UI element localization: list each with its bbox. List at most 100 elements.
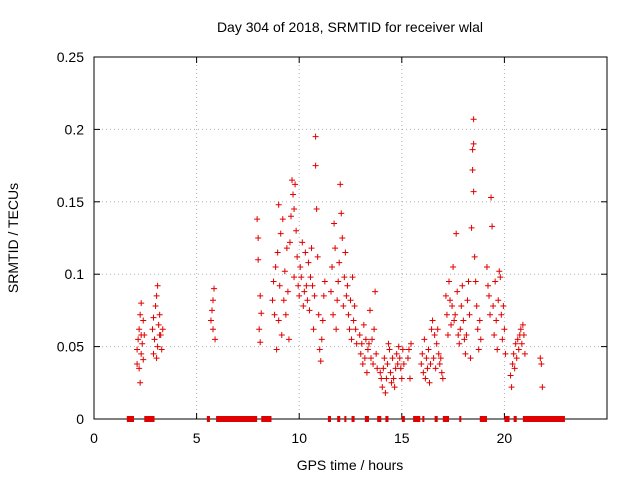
- data-point: [449, 303, 456, 310]
- data-point: [362, 336, 369, 343]
- data-point: [434, 326, 441, 333]
- zero-value-run: [206, 416, 210, 422]
- data-point: [431, 332, 438, 339]
- data-point: [491, 332, 498, 339]
- data-point: [293, 227, 300, 234]
- data-point: [159, 326, 166, 333]
- data-point: [439, 375, 446, 382]
- data-point: [210, 297, 217, 304]
- zero-value-run: [364, 416, 369, 422]
- data-point: [270, 278, 277, 285]
- data-point: [311, 292, 318, 299]
- data-point: [395, 343, 402, 350]
- data-point: [475, 346, 482, 353]
- data-point: [331, 220, 338, 227]
- data-point: [507, 372, 514, 379]
- data-point: [281, 268, 288, 275]
- data-point: [369, 336, 376, 343]
- data-point: [473, 303, 480, 310]
- data-point: [487, 311, 494, 318]
- data-point: [134, 360, 141, 367]
- data-point: [390, 375, 397, 382]
- data-point: [488, 194, 495, 201]
- data-point: [438, 369, 445, 376]
- data-point: [509, 360, 516, 367]
- data-point: [273, 346, 280, 353]
- data-point: [152, 303, 159, 310]
- data-point: [274, 249, 281, 256]
- data-point: [289, 177, 296, 184]
- data-point: [382, 389, 389, 396]
- data-point: [356, 332, 363, 339]
- data-point: [510, 350, 517, 357]
- data-point: [422, 375, 429, 382]
- data-point: [427, 360, 434, 367]
- data-point: [329, 263, 336, 270]
- data-point: [493, 317, 500, 324]
- data-point: [521, 350, 528, 357]
- zero-value-run: [504, 416, 510, 422]
- data-point: [404, 355, 411, 362]
- data-point: [374, 365, 381, 372]
- data-point: [459, 282, 466, 289]
- data-point: [399, 346, 406, 353]
- data-point: [257, 339, 264, 346]
- data-point: [255, 235, 262, 241]
- data-point: [373, 350, 380, 357]
- data-point: [350, 317, 357, 324]
- data-point: [393, 350, 400, 357]
- data-point: [207, 317, 214, 324]
- data-point: [397, 365, 404, 372]
- data-point: [304, 297, 311, 304]
- data-point: [442, 292, 449, 299]
- zero-value-run: [401, 416, 405, 422]
- data-point: [361, 355, 368, 362]
- data-point: [357, 350, 364, 357]
- data-point: [476, 317, 483, 324]
- data-point: [519, 321, 526, 328]
- data-point: [464, 297, 471, 304]
- data-point: [208, 307, 215, 314]
- data-point: [470, 140, 477, 147]
- data-point: [258, 310, 265, 317]
- data-point: [363, 369, 370, 376]
- data-point: [306, 307, 313, 314]
- data-point: [137, 379, 144, 386]
- data-point: [462, 350, 469, 357]
- data-point: [497, 274, 504, 281]
- data-points: [126, 116, 565, 422]
- data-point: [280, 297, 287, 304]
- y-tick-label: 0: [76, 411, 84, 427]
- data-point: [156, 311, 163, 318]
- data-point: [470, 116, 477, 123]
- data-point: [468, 224, 475, 231]
- data-point: [332, 245, 339, 252]
- data-point: [424, 365, 431, 372]
- data-point: [377, 369, 384, 376]
- data-point: [291, 274, 298, 281]
- data-point: [212, 336, 219, 343]
- data-point: [360, 321, 367, 328]
- data-point: [347, 297, 354, 304]
- data-point: [451, 317, 458, 324]
- data-point: [407, 375, 414, 382]
- data-point: [358, 340, 365, 347]
- data-point: [308, 245, 315, 252]
- axis-ticks: [93, 56, 607, 420]
- data-point: [539, 384, 546, 391]
- data-point: [514, 336, 521, 343]
- data-point: [477, 336, 484, 343]
- data-point: [518, 340, 525, 347]
- data-point: [315, 311, 322, 318]
- data-point: [490, 303, 497, 310]
- data-point: [396, 355, 403, 362]
- data-point: [314, 253, 321, 260]
- data-point: [387, 369, 394, 376]
- data-point: [349, 274, 356, 281]
- zero-value-run: [327, 416, 332, 422]
- data-point: [156, 332, 163, 339]
- data-point: [136, 326, 143, 333]
- data-point: [450, 263, 457, 270]
- zero-value-run: [377, 416, 382, 422]
